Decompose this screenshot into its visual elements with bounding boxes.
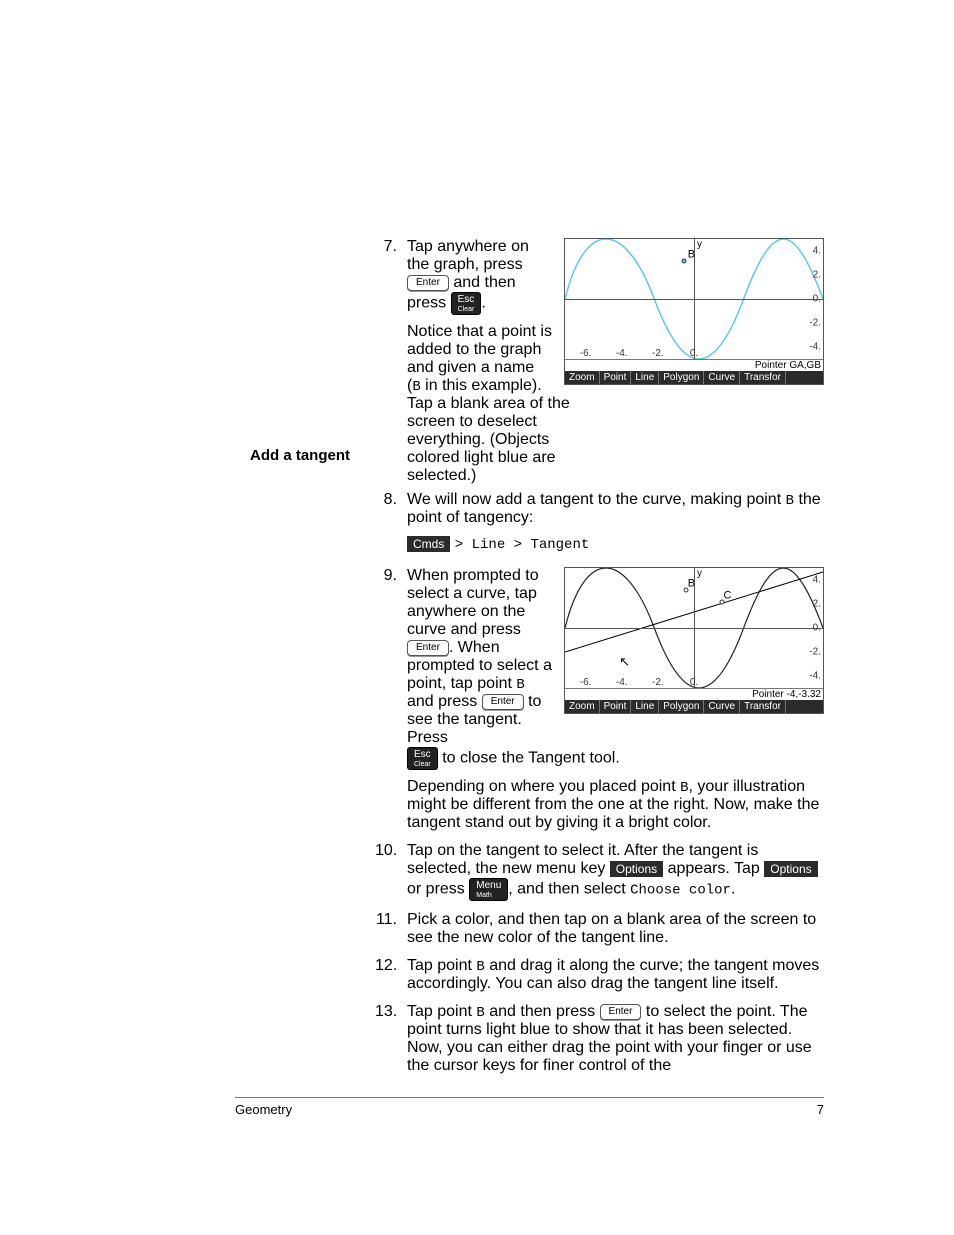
y-tick: 0. bbox=[813, 623, 821, 634]
softkey-item[interactable]: Curve bbox=[704, 700, 740, 713]
cmds-softkey[interactable]: Cmds bbox=[407, 536, 450, 552]
figure-graph-2: y 4. 2. 0. -2. -4. -6. -4. -2. 0. B C bbox=[564, 567, 824, 714]
x-tick: -6. bbox=[580, 348, 592, 359]
y-tick: -2. bbox=[809, 318, 821, 329]
softkey-item[interactable]: Curve bbox=[704, 371, 740, 384]
enter-key-icon: Enter bbox=[482, 694, 524, 710]
body-text: and then press bbox=[485, 1003, 600, 1020]
x-tick: -2. bbox=[652, 348, 664, 359]
softkey-item[interactable]: Point bbox=[600, 700, 632, 713]
menu-key-icon: MenuMath bbox=[469, 878, 508, 901]
y-tick: 4. bbox=[813, 246, 821, 257]
softkey-item[interactable]: Transfor bbox=[740, 371, 786, 384]
body-text: . bbox=[731, 881, 735, 898]
body-text: in this example). Tap a blank area of th… bbox=[407, 377, 570, 484]
x-tick: -2. bbox=[652, 677, 664, 688]
menu-path: > bbox=[505, 537, 530, 553]
body-text: Tap point bbox=[407, 957, 476, 974]
x-tick: -6. bbox=[580, 677, 592, 688]
step-number: 9. bbox=[375, 567, 397, 585]
enter-key-icon: Enter bbox=[600, 1004, 642, 1020]
softkey-item[interactable]: Transfor bbox=[740, 700, 786, 713]
y-tick: 2. bbox=[813, 270, 821, 281]
footer-page-number: 7 bbox=[817, 1102, 824, 1117]
point-b-marker bbox=[681, 258, 686, 263]
body-text: We will now add a tangent to the curve, … bbox=[407, 491, 786, 508]
step-number: 12. bbox=[375, 957, 397, 975]
options-softkey[interactable]: Options bbox=[764, 861, 817, 877]
x-tick: -4. bbox=[616, 677, 628, 688]
menu-path: > bbox=[455, 537, 472, 553]
y-axis-label: y bbox=[697, 568, 702, 579]
body-text: to close the Tangent tool. bbox=[442, 750, 620, 767]
softkey-item[interactable]: Zoom bbox=[565, 371, 600, 384]
x-tick: 0. bbox=[690, 677, 698, 688]
footer-section: Geometry bbox=[235, 1102, 292, 1117]
y-axis-label: y bbox=[697, 239, 702, 250]
body-text: , and then select bbox=[508, 881, 630, 898]
menu-command: Choose color bbox=[630, 883, 731, 899]
softkey-item[interactable]: Polygon bbox=[659, 371, 704, 384]
softkey-item[interactable]: Zoom bbox=[565, 700, 600, 713]
step-number: 13. bbox=[375, 1003, 397, 1021]
figure-status: Pointer GA,GB bbox=[565, 359, 823, 371]
point-ref: B bbox=[516, 677, 524, 693]
enter-key-icon: Enter bbox=[407, 640, 449, 656]
x-tick: -4. bbox=[616, 348, 628, 359]
body-text: Pick a color, and then tap on a blank ar… bbox=[407, 911, 816, 946]
body-text: Tap anywhere on the graph, press bbox=[407, 238, 529, 273]
body-text: When prompted to select a curve, tap any… bbox=[407, 567, 539, 638]
y-tick: -4. bbox=[809, 342, 821, 353]
step-number: 11. bbox=[375, 911, 397, 929]
softkey-item[interactable]: Point bbox=[600, 371, 632, 384]
point-b-label: B bbox=[688, 578, 695, 590]
step-number: 8. bbox=[375, 491, 397, 509]
y-tick: -2. bbox=[809, 647, 821, 658]
point-ref: B bbox=[476, 1005, 484, 1021]
body-text: . bbox=[481, 295, 485, 312]
menu-path: Tangent bbox=[530, 537, 589, 553]
body-text: or press bbox=[407, 881, 469, 898]
figure-softkey-bar: Zoom Point Line Polygon Curve Transfor bbox=[565, 700, 823, 713]
enter-key-icon: Enter bbox=[407, 275, 449, 291]
section-heading: Add a tangent bbox=[240, 447, 350, 464]
step-number: 10. bbox=[375, 842, 397, 860]
point-c-label: C bbox=[724, 590, 732, 602]
menu-path: Line bbox=[472, 537, 506, 553]
x-tick: 0. bbox=[690, 348, 698, 359]
figure-softkey-bar: Zoom Point Line Polygon Curve Transfor bbox=[565, 371, 823, 384]
y-tick: 0. bbox=[813, 294, 821, 305]
softkey-item[interactable]: Line bbox=[631, 371, 659, 384]
point-ref: B bbox=[680, 780, 688, 796]
figure-status: Pointer -4,-3.32 bbox=[565, 688, 823, 700]
softkey-item[interactable]: Polygon bbox=[659, 700, 704, 713]
options-softkey[interactable]: Options bbox=[610, 861, 663, 877]
y-tick: -4. bbox=[809, 671, 821, 682]
point-b-label: B bbox=[688, 249, 695, 261]
y-tick: 4. bbox=[813, 575, 821, 586]
body-text: and press bbox=[407, 693, 482, 710]
softkey-item[interactable]: Line bbox=[631, 700, 659, 713]
figure-graph-1: y 4. 2. 0. -2. -4. -6. -4. -2. 0. B Poin… bbox=[564, 238, 824, 385]
esc-key-icon: EscClear bbox=[451, 292, 482, 315]
main-content: 7. y 4. 2. 0. -2. -4. bbox=[375, 238, 824, 1075]
esc-key-icon: EscClear bbox=[407, 747, 438, 770]
y-tick: 2. bbox=[813, 599, 821, 610]
body-text: Depending on where you placed point bbox=[407, 778, 680, 795]
step-number: 7. bbox=[375, 238, 397, 256]
body-text: Tap point bbox=[407, 1003, 476, 1020]
body-text: appears. Tap bbox=[668, 860, 765, 877]
cursor-arrow-icon: ↖ bbox=[619, 654, 630, 670]
point-ref: B bbox=[476, 959, 484, 975]
point-ref: B bbox=[786, 493, 794, 509]
point-ref: B bbox=[412, 379, 420, 395]
